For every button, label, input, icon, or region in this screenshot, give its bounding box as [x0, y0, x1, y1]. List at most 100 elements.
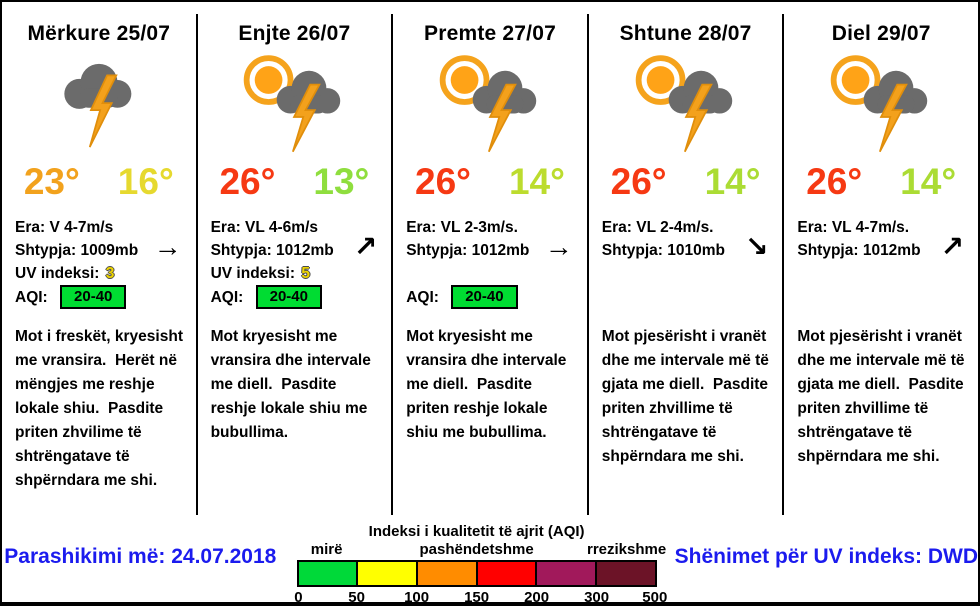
- pressure-row: Shtypja: 1009mb: [15, 239, 190, 262]
- forecast-description: Mot kryesisht me vransira dhe intervale …: [210, 328, 376, 441]
- aqi-tick: 200: [524, 589, 550, 606]
- pressure-text: Shtypja: 1010mb: [601, 242, 725, 259]
- aqi-label: AQI:: [15, 289, 48, 306]
- sun-cloud-lightning-icon: [439, 55, 537, 153]
- temperatures: 23° 16°: [2, 162, 196, 202]
- uv-row: UV indeksi: 5: [211, 262, 386, 285]
- aqi-tick: 150: [464, 589, 490, 606]
- aqi-segment-good: [298, 562, 357, 585]
- aqi-label: AQI:: [210, 289, 244, 306]
- aqi-tick: 300: [584, 589, 610, 606]
- aqi-category-labels: mirë pashëndetshme rrezikshme: [297, 541, 666, 560]
- pressure-row: Shtypja: 1012mb: [797, 239, 972, 262]
- forecast-column-sunday: Diel 29/07 26° 14° Era: VL 4-7m/s. Shtyp…: [782, 14, 978, 515]
- footer: Parashikimi më: 24.07.2018 Indeksi i kua…: [2, 515, 978, 606]
- aqi-color-bar: [296, 560, 657, 587]
- uv-row: UV indeksi: 3: [15, 262, 190, 285]
- wind-direction-arrow: →: [153, 231, 182, 262]
- aqi-row: AQI: 20-40: [406, 285, 581, 309]
- aqi-legend: Indeksi i kualitetit të ajrit (AQI) mirë…: [279, 523, 675, 609]
- temp-low: 14°: [704, 161, 761, 202]
- aqi-row: AQI: 20-40: [15, 285, 190, 309]
- pressure-row: Shtypja: 1012mb: [406, 239, 581, 262]
- pressure-text: Shtypja: 1012mb: [406, 242, 530, 259]
- temperatures: 26° 14°: [393, 162, 587, 202]
- forecast-column-friday: Premte 27/07 26° 14° Era: VL 2-3m/s. Sht…: [391, 14, 587, 515]
- sun-cloud-lightning-icon: [830, 55, 928, 153]
- forecast-columns: Mërkure 25/07 23° 16° Era: V 4-7m/s Shty…: [2, 2, 978, 515]
- weather-icon: [393, 50, 587, 156]
- wind-row: Era: V 4-7m/s: [15, 216, 190, 239]
- aqi-segment-unhealthy: [475, 562, 536, 585]
- uv-row: [406, 262, 581, 285]
- temp-high: 26°: [219, 161, 276, 202]
- cloud-lightning-icon: [64, 63, 132, 148]
- uv-row: [602, 262, 777, 285]
- pressure-row: Shtypja: 1010mb: [602, 239, 777, 262]
- forecast-description: Mot kryesisht me vransira dhe intervale …: [406, 328, 571, 441]
- aqi-label-hazardous: rrezikshme: [587, 541, 667, 558]
- forecast-details: Era: V 4-7m/s Shtypja: 1009mb UV indeksi…: [15, 216, 190, 309]
- uv-value: 5: [301, 265, 310, 282]
- temperatures: 26° 14°: [589, 162, 783, 202]
- aqi-value-badge: 20-40: [60, 285, 127, 309]
- wind-row: Era: VL 4-6m/s: [211, 216, 386, 239]
- day-title: Diel 29/07: [831, 22, 931, 45]
- aqi-segment-hazardous: [594, 562, 655, 585]
- temp-high: 26°: [806, 161, 863, 202]
- uv-label: UV indeksi:: [15, 265, 100, 282]
- temperatures: 26° 14°: [784, 162, 978, 202]
- wind-text: Era: VL 4-7m/s.: [797, 219, 910, 236]
- wind-text: Era: VL 4-6m/s: [210, 219, 318, 236]
- uv-row: [797, 262, 972, 285]
- aqi-tick: 500: [642, 589, 668, 606]
- wind-direction-arrow: ↗: [940, 231, 964, 262]
- aqi-legend-title: Indeksi i kualitetit të ajrit (AQI): [368, 523, 585, 540]
- temp-high: 23°: [23, 161, 80, 202]
- temp-low: 13°: [313, 161, 370, 202]
- sun-cloud-lightning-icon: [244, 55, 341, 153]
- forecast-description: Mot i freskët, kryesisht me vransira. He…: [15, 328, 188, 489]
- aqi-row: [602, 285, 777, 308]
- forecast-details: Era: VL 4-6m/s Shtypja: 1012mb UV indeks…: [210, 216, 386, 309]
- pressure-text: Shtypja: 1012mb: [797, 242, 921, 259]
- forecast-details: Era: VL 2-4m/s. Shtypja: 1010mb ↘: [602, 216, 777, 308]
- wind-direction-arrow: →: [544, 231, 573, 262]
- temp-high: 26°: [415, 161, 471, 202]
- day-title: Premte 27/07: [423, 22, 556, 45]
- aqi-value-badge: 20-40: [255, 285, 322, 309]
- wind-direction-arrow: ↘: [744, 231, 769, 262]
- wind-text: Era: V 4-7m/s: [15, 219, 114, 236]
- aqi-value-badge: 20-40: [451, 285, 518, 309]
- pressure-row: Shtypja: 1012mb: [211, 239, 386, 262]
- forecast-description: Mot pjesërisht i vranët dhe me intervale…: [797, 328, 969, 465]
- wind-text: Era: VL 2-3m/s.: [406, 219, 518, 236]
- pressure-text: Shtypja: 1012mb: [210, 242, 334, 259]
- temp-low: 14°: [900, 161, 957, 202]
- aqi-label: AQI:: [406, 289, 439, 306]
- uv-label: UV indeksi:: [210, 265, 296, 282]
- aqi-scale-ticks: 0 50 100 150 200 300 500: [294, 589, 667, 609]
- forecast-column-thursday: Enjte 26/07 26° 13° Era: VL 4-6m/s Shtyp…: [195, 14, 392, 515]
- wind-direction-arrow: ↗: [353, 231, 378, 262]
- wind-row: Era: VL 4-7m/s.: [797, 216, 972, 239]
- forecast-details: Era: VL 2-3m/s. Shtypja: 1012mb AQI: 20-…: [406, 216, 581, 309]
- weather-icon: [198, 50, 392, 156]
- aqi-tick: 50: [348, 589, 365, 606]
- aqi-segment-very-unhealthy: [535, 562, 595, 585]
- aqi-row: AQI: 20-40: [210, 285, 386, 309]
- aqi-label-unhealthy: pashëndetshme: [419, 541, 534, 558]
- weather-icon: [589, 50, 783, 156]
- aqi-scale: mirë pashëndetshme rrezikshme 0 50 100: [294, 541, 667, 609]
- temp-low: 14°: [508, 161, 565, 202]
- temperatures: 26° 13°: [198, 162, 392, 202]
- forecast-details: Era: VL 4-7m/s. Shtypja: 1012mb ↗: [797, 216, 972, 308]
- temp-low: 16°: [117, 161, 174, 202]
- weather-icon: [784, 50, 978, 156]
- wind-row: Era: VL 2-4m/s.: [602, 216, 777, 239]
- uv-value: 3: [105, 265, 115, 282]
- pressure-text: Shtypja: 1009mb: [15, 242, 139, 259]
- sun-cloud-lightning-icon: [635, 55, 732, 153]
- forecast-description: Mot pjesërisht i vranët dhe me intervale…: [601, 328, 774, 465]
- aqi-segment-moderate: [356, 562, 416, 585]
